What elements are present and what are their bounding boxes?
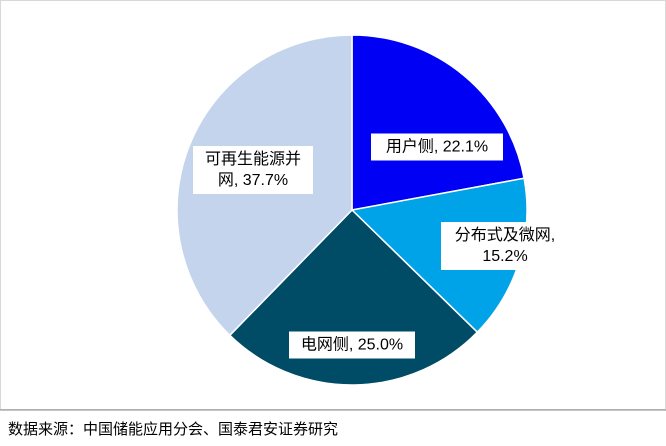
slice-label: 分布式及微网, 15.2% <box>441 222 569 270</box>
slice-label: 可再生能源并网, 37.7% <box>193 146 313 194</box>
source-note: 数据来源：中国储能应用分会、国泰君安证券研究 <box>8 421 339 438</box>
pie-slice <box>351 34 525 211</box>
slice-label: 电网侧, 25.0% <box>289 331 415 359</box>
slice-label: 用户侧, 22.1% <box>371 133 503 161</box>
